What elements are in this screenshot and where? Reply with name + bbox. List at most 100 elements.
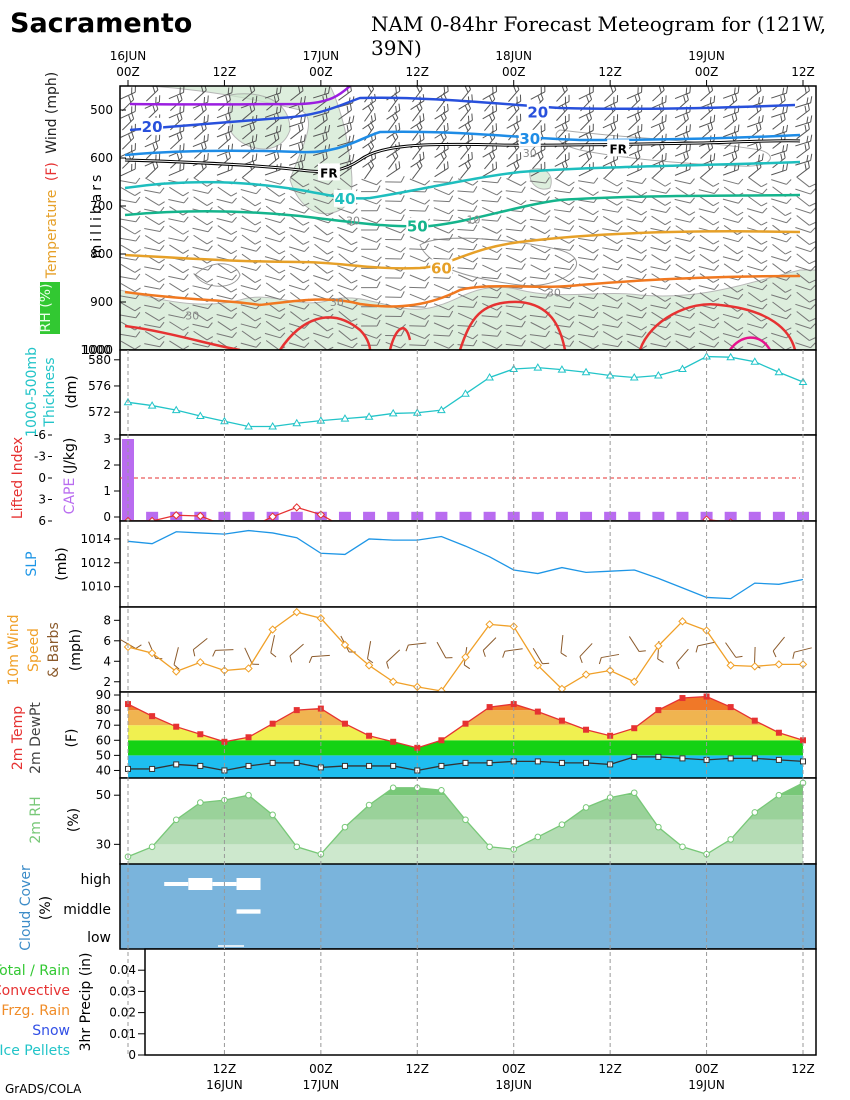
data-point — [678, 364, 687, 372]
wind-barb-shaft — [748, 176, 762, 188]
wind-barb-flag — [613, 115, 615, 123]
cloud-cell — [236, 909, 261, 914]
wind-barb — [240, 322, 262, 329]
data-point — [268, 625, 277, 634]
wind-barb-flag — [424, 276, 431, 282]
wind-barb — [796, 160, 810, 178]
rh2m-unit: (%) — [66, 808, 82, 832]
wind-barb — [313, 275, 334, 281]
data-point — [726, 352, 736, 361]
wind-barb-flag — [225, 115, 228, 122]
wind-barb-flag — [424, 199, 431, 205]
wind-barb — [578, 206, 599, 216]
wind-barb-flag — [616, 335, 623, 341]
wind10-barb-flag — [598, 657, 602, 665]
wind-barb — [650, 264, 671, 271]
isotherm-label: 50 — [407, 218, 428, 236]
wind-barb-flag — [207, 322, 213, 329]
wind10-barb — [270, 635, 277, 658]
wind-barb — [217, 263, 238, 274]
wind-barb-flag — [300, 116, 303, 124]
wind-barb-flag — [515, 121, 520, 129]
wind-barb-shaft — [120, 199, 136, 204]
wind-barb-shaft — [505, 228, 522, 232]
wind-barb-shaft — [506, 274, 522, 282]
wind-barb-flag — [521, 224, 526, 232]
wind-barb — [169, 282, 189, 293]
wind-barb-flag — [713, 264, 720, 271]
wind-barb-shaft — [433, 188, 449, 196]
wind-barb-shaft — [242, 166, 255, 178]
wind-barb-flag — [442, 111, 447, 119]
wind-barb-flag — [568, 277, 575, 283]
wind10-barb — [482, 637, 497, 657]
wind-barb-flag — [616, 258, 623, 264]
wind-barb-flag — [325, 151, 328, 159]
wind-barb-shaft — [412, 146, 423, 160]
wind-barb — [748, 253, 768, 264]
wind-barb-shaft — [169, 225, 184, 235]
data-point — [678, 617, 687, 626]
wind-barb-flag — [230, 307, 238, 312]
cape-bar — [797, 511, 809, 520]
wind-barb — [676, 112, 689, 131]
wind-barb-shaft — [698, 246, 715, 252]
wind10-barb-shaft — [193, 637, 208, 651]
wind-barb-flag — [688, 211, 696, 216]
wind-barb-flag — [617, 244, 623, 251]
wind-barb-shaft — [192, 285, 209, 290]
wind-barb — [288, 342, 310, 349]
wind-barb-shaft — [361, 178, 377, 186]
wind-barb-flag — [231, 105, 234, 112]
wind-barb-shaft — [144, 304, 161, 309]
wind-barb-flag — [303, 153, 306, 161]
wind-barb-flag — [544, 123, 546, 131]
wind-barb — [481, 311, 502, 318]
wind-barb-flag — [665, 302, 671, 309]
wind-barb-flag — [183, 274, 189, 280]
wind-barb-shaft — [193, 234, 208, 245]
wind-barb — [746, 265, 768, 272]
wind-barb-flag — [179, 112, 183, 120]
wind-barb — [314, 243, 334, 255]
wind-barb — [771, 313, 792, 320]
rh-contour-label: 10 — [467, 213, 481, 226]
wind-barb-flag — [492, 163, 494, 171]
wind-barb-shaft — [651, 196, 666, 206]
wind-barb-shaft — [674, 218, 691, 223]
wind-barb-flag — [302, 317, 310, 322]
wind-barb-shaft — [675, 263, 690, 274]
wind-barb-shaft — [626, 237, 643, 242]
wind-barb-flag — [568, 315, 575, 321]
cape-bar — [387, 511, 400, 520]
wind-barb-flag — [298, 86, 301, 94]
wind-barb — [338, 234, 358, 246]
wind-barb-shaft — [650, 120, 666, 128]
wind-barb-shaft — [264, 313, 281, 320]
wind-barb-shaft — [508, 108, 520, 122]
wind-barb-flag — [376, 185, 381, 192]
wind-barb-flag — [302, 221, 310, 226]
wind-barb — [193, 196, 214, 206]
wind-barb — [674, 293, 695, 300]
cape-bar — [555, 511, 568, 520]
wind-barb-flag — [491, 92, 496, 100]
wind-barb-shaft — [217, 301, 232, 312]
wind10-barb — [244, 647, 260, 665]
wind-barb — [578, 177, 599, 184]
wind-barb — [748, 234, 768, 245]
wind10-barb-shaft — [244, 647, 253, 665]
wind-barb-flag — [448, 253, 454, 260]
wind-barb-flag — [472, 199, 479, 205]
wind-barb-flag — [328, 236, 334, 243]
wind-barb-flag — [255, 134, 258, 141]
wind-barb-flag — [491, 111, 496, 119]
wind-barb-shaft — [121, 118, 135, 131]
wind-barb-shaft — [772, 119, 786, 130]
wind-barb — [385, 291, 405, 298]
data-point — [655, 707, 662, 714]
wind-barb-flag — [448, 189, 455, 196]
wind-barb — [748, 86, 762, 102]
wind-barb-flag — [448, 228, 455, 234]
wind-barb — [313, 236, 334, 243]
